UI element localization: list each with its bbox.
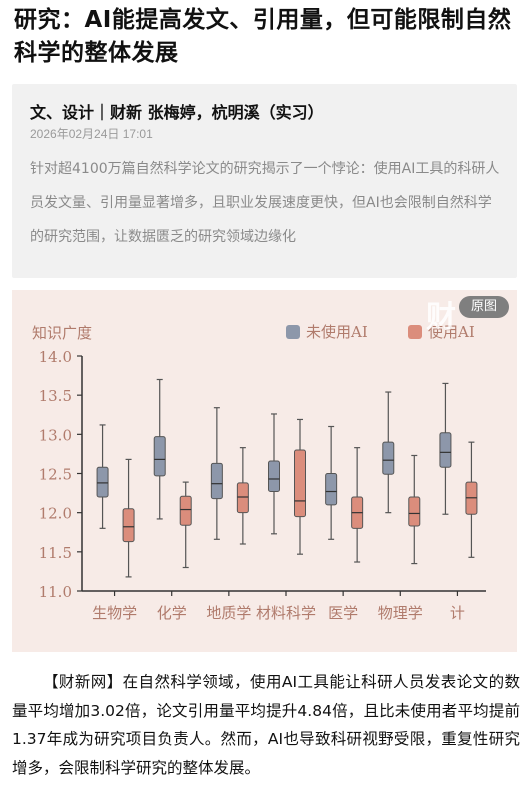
legend-swatch bbox=[286, 325, 300, 339]
box bbox=[237, 483, 248, 513]
y-tick-label: 14.0 bbox=[39, 348, 72, 366]
y-tick-label: 12.5 bbox=[39, 466, 72, 484]
abstract: 针对超4100万篇自然科学论文的研究揭示了一个悖论：使用AI工具的科研人员发文量… bbox=[30, 152, 502, 254]
y-tick-label: 13.5 bbox=[39, 387, 72, 405]
x-tick-label: 生物学 bbox=[92, 604, 137, 622]
article-body: 【财新网】在自然科学领域，使用AI工具能让科研人员发表论文的数量平均增加3.02… bbox=[12, 668, 520, 782]
article-headline: 研究：AI能提高发文、引用量，但可能限制自然科学的整体发展 bbox=[14, 4, 519, 70]
x-tick-label: 物理学 bbox=[378, 604, 423, 622]
x-tick-label: 计 bbox=[450, 604, 465, 622]
x-tick-label: 化学 bbox=[157, 604, 187, 622]
box bbox=[123, 509, 134, 542]
box bbox=[383, 442, 394, 474]
box bbox=[295, 450, 306, 517]
chart-figure: 知识广度 未使用AI 使用AI 14.0 13.5 13.0 12.5 12.0 11.5 11.… bbox=[12, 290, 517, 652]
box bbox=[154, 437, 165, 476]
box bbox=[409, 497, 420, 526]
x-tick-label: 材料科学 bbox=[256, 604, 316, 622]
byline: 文、设计｜财新 张梅婷，杭明溪（实习） bbox=[30, 99, 324, 123]
timestamp: 2026年02月24日 17:01 bbox=[30, 125, 153, 142]
box bbox=[97, 467, 108, 497]
boxplot-chart: 知识广度 未使用AI 使用AI14.013.513.012.512.011.511.… bbox=[12, 290, 517, 652]
y-tick-label: 11.5 bbox=[39, 544, 72, 562]
x-tick-label: 地质学 bbox=[206, 604, 251, 622]
legend-label: 未使用AI bbox=[306, 323, 368, 341]
box bbox=[269, 461, 280, 492]
box bbox=[180, 496, 191, 525]
article-summary-box: 文、设计｜财新 张梅婷，杭明溪（实习） 2026年02月24日 17:01 针对… bbox=[12, 84, 517, 278]
y-tick-label: 13.0 bbox=[39, 426, 72, 444]
box bbox=[440, 433, 451, 467]
x-tick-label: 医学 bbox=[328, 604, 358, 622]
box bbox=[211, 463, 222, 498]
y-tick-label: 12.0 bbox=[39, 505, 72, 523]
y-tick-label: 11.0 bbox=[39, 583, 72, 601]
watermark-logo: 财 bbox=[426, 292, 478, 336]
y-axis-label: 知识广度 bbox=[32, 324, 92, 342]
legend-swatch bbox=[408, 325, 422, 339]
box bbox=[326, 474, 337, 505]
